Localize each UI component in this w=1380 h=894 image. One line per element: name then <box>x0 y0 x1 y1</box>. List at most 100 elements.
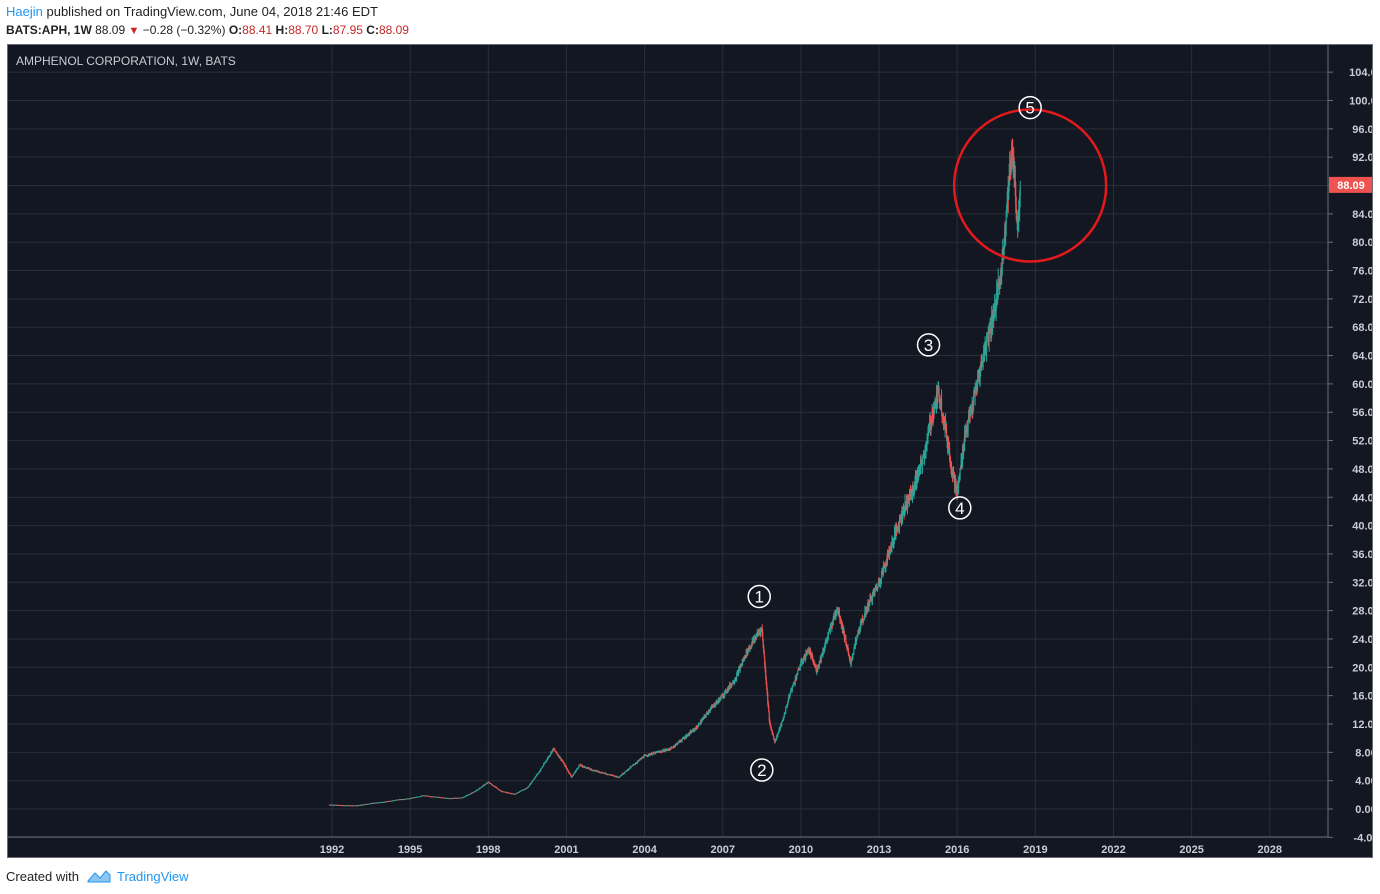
candle-body <box>672 747 674 748</box>
candle-body <box>476 790 478 791</box>
candle-body <box>557 755 559 757</box>
candle-body <box>970 408 972 413</box>
candle-body <box>976 382 978 394</box>
candle-body <box>933 409 935 420</box>
candle-body <box>805 653 807 655</box>
candle-body <box>780 724 782 727</box>
candle-body <box>574 771 576 773</box>
candle-body <box>993 309 995 320</box>
candle-body <box>532 780 534 782</box>
wave-label-circle <box>747 584 771 609</box>
candle-body <box>518 792 520 793</box>
candle-body <box>589 769 591 771</box>
candle-body <box>906 498 908 508</box>
x-tick-label: 1992 <box>320 844 344 856</box>
candle-body <box>412 797 414 799</box>
candle-body <box>469 793 471 795</box>
candle-body <box>358 805 360 806</box>
candle-body <box>530 782 532 784</box>
author-link[interactable]: Haejin <box>6 4 43 19</box>
candle-body <box>922 454 924 461</box>
candle-body <box>625 770 627 772</box>
candle-body <box>974 395 976 397</box>
candle-body <box>721 695 723 697</box>
candle-body <box>555 751 557 753</box>
candle-body <box>966 427 968 429</box>
candle-body <box>786 705 788 707</box>
candle-body <box>954 479 956 487</box>
candle-body <box>341 805 343 806</box>
candle-body <box>355 805 357 807</box>
candle-body <box>851 658 853 661</box>
y-tick-label: 60.00 <box>1352 379 1373 391</box>
candle-body <box>422 795 424 797</box>
candle-body <box>1003 249 1005 251</box>
candle-body <box>767 702 769 707</box>
candle-body <box>801 660 803 664</box>
candle-body <box>431 796 433 798</box>
candle-body <box>650 754 652 756</box>
candle-body <box>732 681 734 684</box>
candle-body <box>545 760 547 762</box>
candle-body <box>799 667 801 670</box>
candle-body <box>874 587 876 589</box>
tradingview-brand-link[interactable]: TradingView <box>116 868 189 884</box>
candle-body <box>436 796 438 798</box>
candle-body <box>840 623 842 626</box>
candle-body <box>839 620 841 621</box>
candle-body <box>686 734 688 736</box>
candle-body <box>800 662 802 666</box>
candle-body <box>379 802 381 804</box>
candle-body <box>817 665 819 671</box>
candle-body <box>939 397 941 401</box>
candle-body <box>366 803 368 805</box>
candle-body <box>567 770 569 772</box>
candle-body <box>368 803 370 805</box>
candle-body <box>608 774 610 776</box>
open-label: O: <box>228 23 243 37</box>
candle-body <box>726 691 728 693</box>
candle-body <box>678 741 680 743</box>
candle-body <box>681 740 683 742</box>
candle-body <box>894 530 896 533</box>
candle-body <box>781 721 783 723</box>
candle-body <box>748 648 750 650</box>
candle-body <box>654 752 656 754</box>
candle-body <box>464 796 466 798</box>
candle-body <box>617 776 619 778</box>
candle-body <box>647 755 649 757</box>
candle-body <box>652 753 654 755</box>
price-chart[interactable]: 104.00100.0096.0092.0088.0084.0080.0076.… <box>8 45 1373 858</box>
candle-body <box>661 751 663 753</box>
candle-body <box>752 639 754 643</box>
x-tick-label: 2007 <box>711 844 735 856</box>
candle-body <box>604 772 606 774</box>
candle-body <box>621 773 623 775</box>
candle-body <box>806 650 808 655</box>
candle-body <box>944 418 946 430</box>
candle-body <box>795 677 797 678</box>
candle-body <box>646 755 648 757</box>
candle-body <box>415 796 417 798</box>
candle-body <box>813 662 815 664</box>
candle-body <box>829 629 831 631</box>
candle-body <box>894 530 896 536</box>
candle-body <box>1001 255 1003 276</box>
tradingview-logo-icon[interactable] <box>87 869 111 883</box>
candle-body <box>883 566 885 567</box>
candle-body <box>924 448 926 458</box>
candle-body <box>860 620 862 622</box>
candle-body <box>607 774 609 776</box>
candle-body <box>517 792 519 793</box>
candle-body <box>915 477 917 481</box>
candle-body <box>454 797 456 799</box>
candle-body <box>617 776 619 778</box>
chart-panel[interactable]: 104.00100.0096.0092.0088.0084.0080.0076.… <box>7 44 1373 858</box>
candle-body <box>503 791 505 793</box>
candle-body <box>1012 160 1014 167</box>
candle-body <box>972 406 974 410</box>
candle-body <box>719 697 721 701</box>
candle-body <box>504 791 506 793</box>
candle-body <box>1015 203 1017 212</box>
candle-body <box>403 799 405 800</box>
